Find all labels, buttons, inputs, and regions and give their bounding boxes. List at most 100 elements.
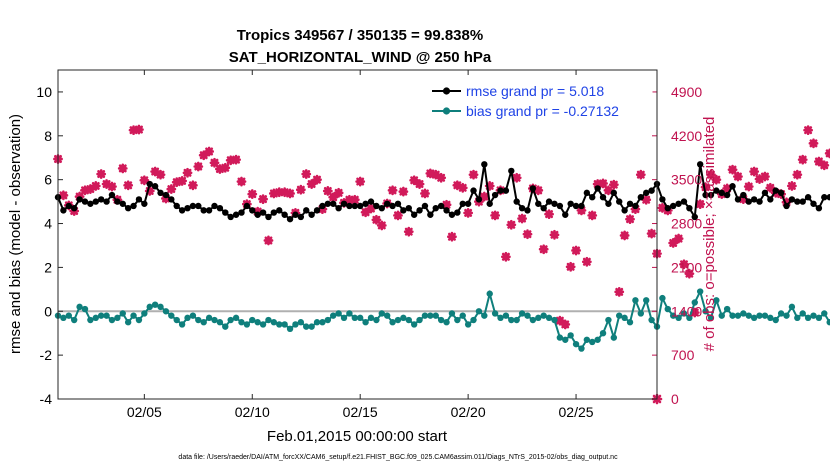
rmse-point: [308, 211, 315, 218]
rmse-point: [276, 207, 283, 214]
obs-point: [188, 180, 198, 191]
obs-point: [635, 169, 646, 180]
bias-point: [292, 321, 299, 328]
rmse-point: [335, 204, 342, 212]
obs-point: [117, 163, 128, 174]
obs-point: [258, 194, 268, 204]
obs-point: [285, 188, 295, 199]
bias-point: [777, 310, 785, 317]
obs-point: [236, 176, 247, 187]
rmse-point: [383, 200, 391, 207]
legend: rmse grand pr = 5.018 bias grand pr = -0…: [427, 79, 653, 125]
bias-point: [362, 319, 369, 326]
obs-point: [738, 194, 749, 204]
rmse-point: [211, 202, 218, 210]
rmse-point: [200, 207, 207, 214]
obs-point: [457, 182, 468, 193]
y-right-tick-label: 3500: [671, 172, 702, 188]
rmse-point: [114, 198, 121, 205]
bias-point: [313, 319, 321, 326]
rmse-point: [205, 207, 213, 214]
rmse-point: [432, 204, 439, 212]
obs-point: [571, 245, 581, 256]
bias-point: [562, 336, 569, 343]
y-left-tick-label: 4: [44, 216, 52, 232]
obs-point: [479, 191, 490, 202]
bias-point: [340, 314, 348, 322]
obs-point: [128, 125, 139, 136]
bias-point: [124, 319, 132, 326]
obs-point: [166, 184, 177, 194]
obs-point: [123, 180, 134, 191]
bias-point: [740, 310, 747, 317]
bias-point: [664, 305, 671, 313]
obs-point: [619, 230, 630, 241]
rmse-point: [135, 196, 143, 203]
bias-point: [60, 314, 67, 322]
bias-point: [589, 338, 596, 346]
obs-point: [646, 228, 657, 239]
bias-point: [211, 316, 218, 324]
rmse-point: [589, 194, 596, 201]
rmse-point: [815, 204, 823, 212]
rmse-point: [459, 200, 466, 207]
bias-point: [572, 340, 580, 348]
bias-series-layer: [54, 288, 830, 352]
obs-point: [679, 259, 689, 270]
rmse-point: [259, 209, 267, 216]
rmse-point: [254, 211, 261, 218]
bias-point: [535, 314, 542, 322]
obs-point: [733, 171, 743, 182]
rmse-point: [146, 180, 153, 188]
bias-point: [108, 316, 116, 324]
rmse-point: [70, 204, 78, 212]
rmse-point: [513, 198, 520, 205]
rmse-point: [761, 189, 769, 197]
obs-point: [727, 164, 738, 175]
rmse-point: [313, 207, 321, 214]
bias-point: [804, 314, 812, 322]
rmse-point: [362, 200, 369, 207]
bias-point: [669, 312, 677, 319]
rmse-point: [216, 204, 224, 212]
bias-point: [65, 312, 72, 319]
obs-point: [824, 148, 830, 159]
rmse-point: [195, 202, 202, 210]
bias-point: [249, 316, 256, 324]
rmse-point: [227, 213, 234, 221]
obs-point: [490, 210, 501, 221]
rmse-point: [497, 187, 504, 194]
rmse-point: [60, 207, 67, 214]
rmse-point: [696, 161, 704, 168]
bias-point: [405, 316, 412, 324]
rmse-point: [783, 202, 790, 210]
bias-point: [437, 316, 445, 324]
y-left-tick-label: -4: [40, 391, 53, 407]
x-tick-label: 02/10: [235, 404, 270, 420]
bias-point: [259, 321, 267, 328]
obs-point: [231, 154, 241, 165]
chart-title-line1: Tropics 349567 / 350135 = 99.838%: [237, 27, 483, 44]
bias-point: [184, 314, 191, 322]
obs-point: [668, 238, 679, 248]
rmse-point: [529, 185, 537, 192]
y-left-tick-label: 6: [44, 172, 52, 188]
rmse-point: [394, 200, 402, 207]
bias-point: [205, 314, 213, 322]
bias-point: [421, 312, 429, 319]
bias-point: [702, 308, 709, 315]
rmse-point: [443, 207, 450, 214]
bias-point: [378, 310, 385, 317]
rmse-point: [222, 209, 229, 216]
obs-point: [360, 207, 371, 218]
bias-point: [330, 312, 337, 319]
legend-rmse-marker: [442, 87, 451, 95]
bias-point: [680, 310, 688, 317]
obs-point: [193, 161, 204, 172]
y-right-tick-label: 2100: [671, 259, 702, 275]
obs-point: [80, 185, 90, 196]
obs-point: [614, 286, 625, 297]
y-right-tick-label: 4200: [671, 128, 702, 144]
obs-point: [161, 193, 171, 204]
bias-point: [351, 314, 359, 322]
